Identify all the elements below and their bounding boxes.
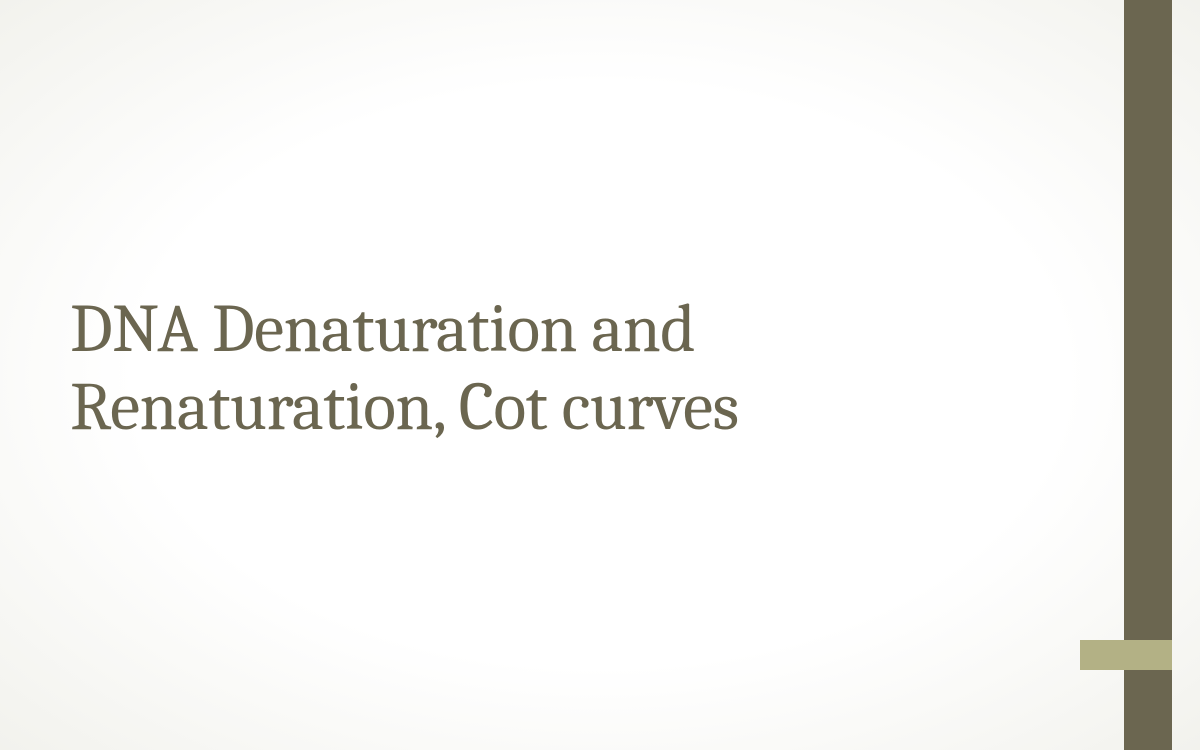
accent-bar-dark: [1124, 0, 1172, 750]
slide-title: DNA Denaturation and Renaturation, Cot c…: [70, 290, 1020, 446]
accent-bar-light: [1080, 640, 1172, 670]
slide-title-area: DNA Denaturation and Renaturation, Cot c…: [70, 290, 1020, 446]
